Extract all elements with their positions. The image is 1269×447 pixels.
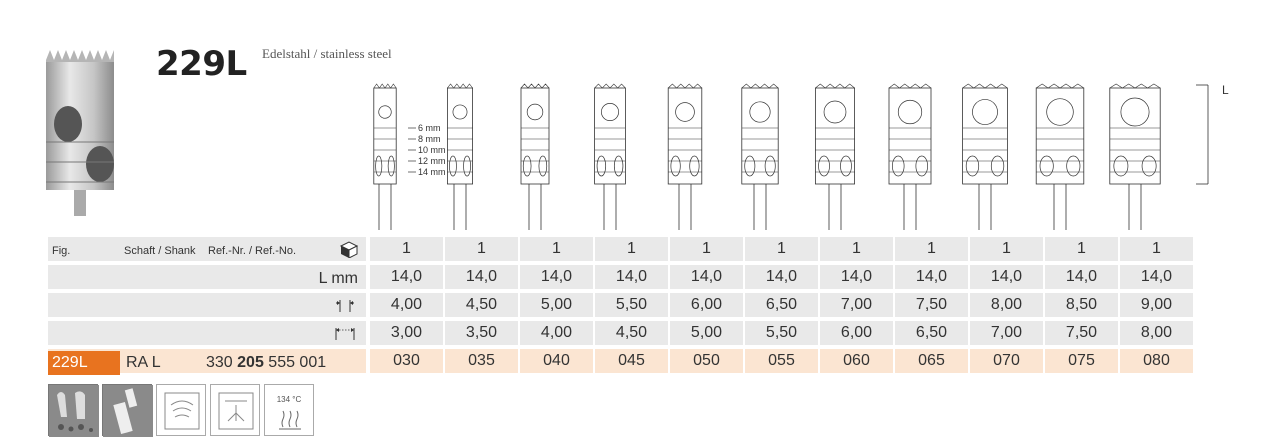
size-code-cell: 050 bbox=[670, 349, 743, 373]
trephine-drawing bbox=[520, 83, 550, 230]
trephine-drawing bbox=[1109, 83, 1161, 230]
pack-row: Fig. Schaft / Shank Ref.-Nr. / Ref.-No. … bbox=[48, 235, 1196, 263]
length-cell: 14,0 bbox=[895, 265, 968, 289]
outer-diameter-cell: 6,00 bbox=[670, 293, 743, 317]
outer-diameter-cell: 8,00 bbox=[970, 293, 1043, 317]
thermo-disinfector-icon bbox=[210, 384, 260, 436]
figure-code: 229L bbox=[48, 351, 120, 375]
length-cell: 14,0 bbox=[745, 265, 818, 289]
pack-quantity-cell: 1 bbox=[370, 237, 443, 261]
trephine-drawing bbox=[447, 83, 474, 230]
inner-diameter-cell: 5,00 bbox=[670, 321, 743, 345]
pack-quantity-cell: 1 bbox=[445, 237, 518, 261]
inner-diameter-cell: 7,00 bbox=[970, 321, 1043, 345]
size-code-cell: 040 bbox=[520, 349, 593, 373]
pack-quantity-cell: 1 bbox=[1045, 237, 1118, 261]
depth-labels: 6 mm 8 mm 10 mm 12 mm 14 mm bbox=[408, 123, 446, 177]
outer-diameter-row: 4,00 4,50 5,00 5,50 6,00 6,50 7,00 7,50 8,00 8,50… bbox=[48, 291, 1196, 319]
outer-diameter-cell: 4,00 bbox=[370, 293, 443, 317]
length-label: L mm bbox=[318, 270, 358, 287]
pack-quantity-cell: 1 bbox=[970, 237, 1043, 261]
length-cell: 14,0 bbox=[1120, 265, 1193, 289]
size-code-cell: 075 bbox=[1045, 349, 1118, 373]
outer-diameter-icon bbox=[336, 300, 354, 312]
ultrasonic-cleaning-icon bbox=[156, 384, 206, 436]
depth-label: 10 mm bbox=[418, 145, 446, 155]
size-code-cell: 045 bbox=[595, 349, 668, 373]
length-row: L mm 14,0 14,0 14,0 14,0 14,0 14,0 14,0 14,0 14,… bbox=[48, 263, 1196, 291]
product-title: 229L bbox=[156, 44, 247, 84]
trephine-drawings: 6 mm 8 mm 10 mm 12 mm 14 mm bbox=[373, 83, 1209, 230]
trephine-use-icon bbox=[102, 384, 153, 437]
outer-diameter-cell: 9,00 bbox=[1120, 293, 1193, 317]
outer-diameter-cell: 7,00 bbox=[820, 293, 893, 317]
inner-diameter-icon bbox=[335, 328, 355, 340]
outer-diameter-cell: 5,50 bbox=[595, 293, 668, 317]
inner-diameter-cell: 3,00 bbox=[370, 321, 443, 345]
length-cell: 14,0 bbox=[670, 265, 743, 289]
length-cell: 14,0 bbox=[1045, 265, 1118, 289]
bone-indication-icon bbox=[48, 384, 99, 437]
outer-diameter-cell: 4,50 bbox=[445, 293, 518, 317]
shank-code: RA L bbox=[126, 354, 161, 371]
size-code-cell: 030 bbox=[370, 349, 443, 373]
ref-header: Ref.-Nr. / Ref.-No. bbox=[208, 245, 297, 257]
size-code-cell: 070 bbox=[970, 349, 1043, 373]
material-subtitle: Edelstahl / stainless steel bbox=[262, 46, 392, 61]
trephine-drawing bbox=[814, 83, 855, 230]
inner-diameter-cell: 8,00 bbox=[1120, 321, 1193, 345]
pack-quantity-cell: 1 bbox=[670, 237, 743, 261]
length-cell: 14,0 bbox=[595, 265, 668, 289]
package-icon bbox=[339, 241, 359, 258]
length-cell: 14,0 bbox=[970, 265, 1043, 289]
inner-diameter-cell: 6,00 bbox=[820, 321, 893, 345]
trephine-drawing bbox=[888, 83, 932, 230]
depth-label: 14 mm bbox=[418, 167, 446, 177]
trephine-drawing bbox=[373, 83, 397, 230]
pack-quantity-cell: 1 bbox=[520, 237, 593, 261]
length-cell: 14,0 bbox=[445, 265, 518, 289]
inner-diameter-cell: 4,00 bbox=[520, 321, 593, 345]
size-code-cell: 060 bbox=[820, 349, 893, 373]
length-cell: 14,0 bbox=[370, 265, 443, 289]
inner-diameter-cell: 6,50 bbox=[895, 321, 968, 345]
inner-diameter-cell: 5,50 bbox=[745, 321, 818, 345]
pack-quantity-cell: 1 bbox=[595, 237, 668, 261]
shank-header: Schaft / Shank bbox=[124, 245, 196, 257]
fig-header: Fig. bbox=[52, 245, 71, 257]
inner-diameter-cell: 7,50 bbox=[1045, 321, 1118, 345]
trephine-drawing bbox=[741, 83, 779, 230]
size-code-cell: 065 bbox=[895, 349, 968, 373]
outer-diameter-cell: 8,50 bbox=[1045, 293, 1118, 317]
length-cell: 14,0 bbox=[820, 265, 893, 289]
outer-diameter-cell: 5,00 bbox=[520, 293, 593, 317]
size-code-cell: 055 bbox=[745, 349, 818, 373]
reference-number: 330 205 555 001 bbox=[206, 354, 327, 371]
trephine-drawing bbox=[962, 83, 1008, 230]
inner-diameter-cell: 3,50 bbox=[445, 321, 518, 345]
sterilization-icon: 134 °C bbox=[264, 384, 314, 436]
pack-quantity-cell: 1 bbox=[1120, 237, 1193, 261]
order-code-row: 229L RA L 330 205 555 001 030 035 040 045 05… bbox=[48, 347, 1196, 375]
trephine-drawing bbox=[1035, 83, 1085, 230]
pack-quantity-cell: 1 bbox=[745, 237, 818, 261]
trephine-drawing bbox=[594, 83, 626, 230]
depth-label: 8 mm bbox=[418, 134, 441, 144]
outer-diameter-cell: 6,50 bbox=[745, 293, 818, 317]
outer-diameter-cell: 7,50 bbox=[895, 293, 968, 317]
inner-diameter-cell: 4,50 bbox=[595, 321, 668, 345]
depth-label: 12 mm bbox=[418, 156, 446, 166]
depth-label: 6 mm bbox=[418, 123, 441, 133]
inner-diameter-row: 3,00 3,50 4,00 4,50 5,00 5,50 6,00 6,50 7,00 7,50… bbox=[48, 319, 1196, 347]
length-dimension-label: L bbox=[1222, 83, 1229, 97]
length-cell: 14,0 bbox=[520, 265, 593, 289]
size-code-cell: 035 bbox=[445, 349, 518, 373]
pack-quantity-cell: 1 bbox=[895, 237, 968, 261]
size-code-cell: 080 bbox=[1120, 349, 1193, 373]
product-photo bbox=[46, 50, 114, 216]
pack-quantity-cell: 1 bbox=[820, 237, 893, 261]
trephine-drawing bbox=[667, 83, 703, 230]
